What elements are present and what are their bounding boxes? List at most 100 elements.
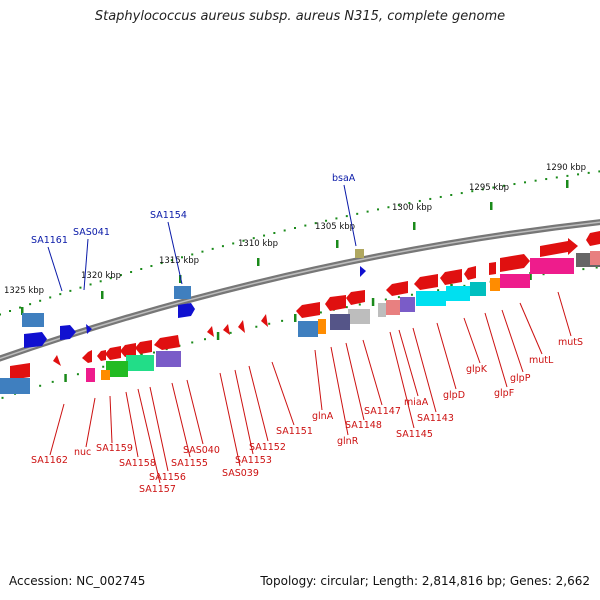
scale-tick-label: 1300 kbp <box>392 203 432 213</box>
gene-box-SA1148[interactable] <box>348 309 370 324</box>
gene-arrow-SA1143-a[interactable] <box>414 274 438 290</box>
gene-label-miaA[interactable]: miaA <box>404 397 429 408</box>
leader-line <box>343 184 357 247</box>
gene-label-SA1147[interactable]: SA1147 <box>364 406 401 417</box>
gene-box-nuc[interactable] <box>86 368 95 382</box>
gene-box-glnR[interactable] <box>330 314 350 330</box>
gene-arrow-SA1154[interactable] <box>178 303 195 318</box>
gene-box-bsaA-region[interactable] <box>355 249 364 258</box>
gene-arrow-glpP-a[interactable] <box>500 254 530 272</box>
gene-label-SA1148[interactable]: SA1148 <box>345 420 382 431</box>
gene-label-SA1143[interactable]: SA1143 <box>417 413 454 424</box>
scale-minor-tick <box>513 183 516 186</box>
gene-label-SAS040[interactable]: SAS040 <box>183 445 220 456</box>
gene-arrow-SAS041[interactable] <box>86 324 92 334</box>
gene-label-SA1159[interactable]: SA1159 <box>96 443 133 454</box>
gene-label-SA1155[interactable]: SA1155 <box>171 458 208 469</box>
gene-label-SA1151[interactable]: SA1151 <box>276 426 313 437</box>
gene-arrow-glpF-a[interactable] <box>489 262 496 275</box>
gene-arrow-SA1157[interactable] <box>120 343 136 357</box>
gene-arrow-mutS-a[interactable] <box>586 231 600 246</box>
gene-arrow-SAS040[interactable] <box>53 355 61 366</box>
gene-box-glpF[interactable] <box>490 278 500 291</box>
gene-label-glnA[interactable]: glnA <box>312 411 334 422</box>
scale-minor-tick <box>555 176 558 179</box>
gene-label-SA1162[interactable]: SA1162 <box>31 455 68 466</box>
scale-major-tick <box>257 258 260 266</box>
gene-label-SA1158[interactable]: SA1158 <box>119 458 156 469</box>
inner-minor-tick <box>410 293 413 296</box>
gene-label-glpF[interactable]: glpF <box>494 388 514 399</box>
gene-label-glpP[interactable]: glpP <box>510 373 531 384</box>
gene-label-mutL[interactable]: mutL <box>529 355 554 366</box>
gene-arrow-SA1156[interactable] <box>135 340 152 354</box>
gene-arrow-SA1147-a[interactable] <box>346 290 365 305</box>
gene-arrow-miaA-a[interactable] <box>386 281 408 296</box>
gene-box-SA1155[interactable] <box>156 351 181 367</box>
gene-arrow-glpD-a[interactable] <box>440 269 462 285</box>
gene-label-SA1161[interactable]: SA1161 <box>31 235 68 246</box>
gene-box-SA1147[interactable] <box>378 303 386 317</box>
gene-box-glpD[interactable] <box>446 286 470 301</box>
gene-label-SAS039[interactable]: SAS039 <box>222 468 259 479</box>
gene-label-SA1153[interactable]: SA1153 <box>235 455 272 466</box>
gene-box-SA1156[interactable] <box>126 355 154 371</box>
gene-label-mutS[interactable]: mutS <box>558 337 583 348</box>
scale-minor-tick <box>242 239 245 242</box>
gene-box-SA1154[interactable] <box>174 286 191 299</box>
gene-box-miaA[interactable] <box>400 297 415 312</box>
gene-label-glpK[interactable]: glpK <box>466 364 488 375</box>
gene-arrow-SA1148-a[interactable] <box>325 295 346 311</box>
gene-arrow-SA1159[interactable] <box>97 350 106 361</box>
gene-box-SA1157[interactable] <box>106 361 128 377</box>
gene-box-SA1161[interactable] <box>22 313 44 327</box>
scale-major-tick <box>566 180 569 188</box>
gene-box-SA1162[interactable] <box>0 378 30 394</box>
leader-line <box>271 361 295 426</box>
gene-label-SA1152[interactable]: SA1152 <box>249 442 286 453</box>
scale-minor-tick <box>450 194 453 196</box>
gene-arrow-SA1153[interactable] <box>223 324 230 335</box>
gene-box-glnA-b[interactable] <box>298 321 318 337</box>
gene-arrow-SAS039[interactable] <box>207 326 214 337</box>
scale-minor-tick <box>99 280 102 283</box>
gene-label-SA1157[interactable]: SA1157 <box>139 484 176 495</box>
gene-arrow-SA1158[interactable] <box>105 346 121 360</box>
gene-label-SAS041[interactable]: SAS041 <box>73 227 110 238</box>
scale-minor-tick <box>492 186 495 189</box>
gene-arrow-SA1151[interactable] <box>261 314 268 327</box>
gene-arrow-SA1161b[interactable] <box>24 332 47 348</box>
gene-box-mutL[interactable] <box>530 258 574 274</box>
gene-label-SA1145[interactable]: SA1145 <box>396 429 433 440</box>
gene-label-glnR[interactable]: glnR <box>337 436 359 447</box>
gene-label-glpD[interactable]: glpD <box>443 390 465 401</box>
gene-box-glpK[interactable] <box>470 282 486 296</box>
gene-arrow-mutL-a[interactable] <box>540 238 578 257</box>
gene-arrow-glnA-a[interactable] <box>296 302 320 318</box>
scale-minor-tick <box>345 215 348 218</box>
scale-minor-tick <box>221 245 224 248</box>
gene-arrow-nuc[interactable] <box>82 350 92 363</box>
gene-box-SA1158[interactable] <box>101 370 110 380</box>
gene-label-bsaA[interactable]: bsaA <box>332 173 356 184</box>
gene-arrow-SA1162[interactable] <box>10 363 30 380</box>
leader-line <box>85 397 96 448</box>
gene-label-nuc[interactable]: nuc <box>74 447 91 458</box>
gene-arrow-glpK-a[interactable] <box>464 266 476 280</box>
forward-label-group: bsaA SA1154 SAS041 SA1161 <box>31 173 357 292</box>
gene-arrow-SA1152[interactable] <box>238 320 245 333</box>
gene-box-glnA[interactable] <box>318 319 326 334</box>
gene-label-SA1156[interactable]: SA1156 <box>149 472 186 483</box>
gene-arrow-bsaA[interactable] <box>360 266 366 277</box>
gene-box-SA1143[interactable] <box>416 291 446 306</box>
gene-box-mutS-b[interactable] <box>590 251 600 265</box>
gene-arrow-SA1161a[interactable] <box>60 325 76 340</box>
gene-arrow-SA1155[interactable] <box>154 335 180 350</box>
gene-box-glpP[interactable] <box>500 274 530 288</box>
leader-line <box>125 391 139 458</box>
leader-line <box>412 327 437 413</box>
scale-minor-tick <box>294 227 296 229</box>
scale-minor-tick <box>181 256 184 259</box>
gene-label-SA1154[interactable]: SA1154 <box>150 210 187 221</box>
gene-box-SA1145[interactable] <box>386 300 400 315</box>
